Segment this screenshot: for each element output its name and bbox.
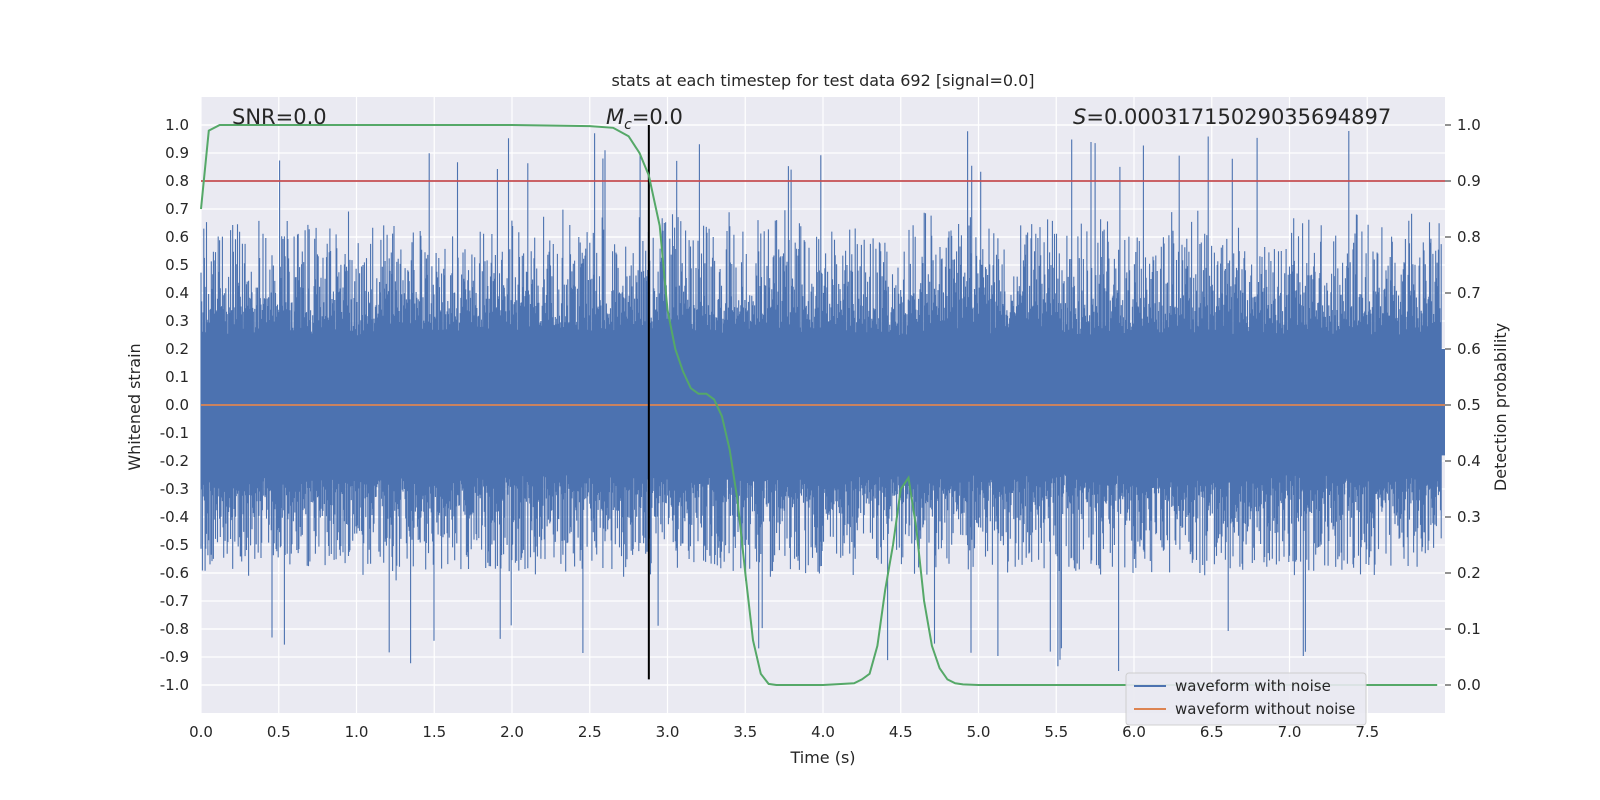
- y-tick-label-right: 0.5: [1457, 396, 1481, 414]
- x-tick-label: 7.0: [1278, 723, 1302, 741]
- x-tick-label: 0.0: [189, 723, 213, 741]
- y-tick-label-left: -0.6: [160, 564, 189, 582]
- x-tick-label: 7.5: [1355, 723, 1379, 741]
- s-stat-symbol: S: [1073, 105, 1086, 129]
- chart-title: stats at each timestep for test data 692…: [611, 71, 1034, 90]
- chirp-mass-value: =0.0: [632, 105, 683, 129]
- y-axis-label-left: Whitened strain: [125, 343, 144, 470]
- x-tick-label: 5.0: [967, 723, 991, 741]
- x-tick-label: 2.0: [500, 723, 524, 741]
- y-tick-label-left: 0.8: [165, 172, 189, 190]
- y-tick-label-left: 0.0: [165, 396, 189, 414]
- series-detection-probability: [200, 124, 1438, 686]
- y-tick-label-left: 0.2: [165, 340, 189, 358]
- y-tick-label-left: -0.1: [160, 424, 189, 442]
- x-tick-label: 5.5: [1044, 723, 1068, 741]
- x-tick-label: 4.5: [889, 723, 913, 741]
- y-tick-label-right: 0.1: [1457, 620, 1481, 638]
- y-tick-label-left: 0.4: [165, 284, 189, 302]
- x-axis-label: Time (s): [789, 748, 855, 767]
- chirp-mass-subscript: c: [624, 117, 632, 133]
- y-tick-label-right: 0.4: [1457, 452, 1481, 470]
- y-tick-label-left: 1.0: [165, 116, 189, 134]
- y-tick-label-left: -0.8: [160, 620, 189, 638]
- x-tick-label: 4.0: [811, 723, 835, 741]
- s-stat-annotation: S=0.00031715029035694897: [1073, 105, 1391, 129]
- y-tick-label-right: 0.8: [1457, 228, 1481, 246]
- y-tick-label-right: 0.3: [1457, 508, 1481, 526]
- y-tick-label-left: -0.2: [160, 452, 189, 470]
- legend-label-with-noise: waveform with noise: [1175, 677, 1331, 695]
- x-tick-label: 3.0: [656, 723, 680, 741]
- x-tick-label: 1.0: [345, 723, 369, 741]
- y-tick-label-left: -0.7: [160, 592, 189, 610]
- y-tick-label-left: -1.0: [160, 676, 189, 694]
- y-tick-label-right: 0.0: [1457, 676, 1481, 694]
- x-tick-label: 6.0: [1122, 723, 1146, 741]
- y-tick-label-right: 1.0: [1457, 116, 1481, 134]
- y-tick-label-left: -0.9: [160, 648, 189, 666]
- legend-box: [1125, 672, 1367, 726]
- y-tick-label-right: 0.9: [1457, 172, 1481, 190]
- y-tick-label-right: 0.7: [1457, 284, 1481, 302]
- chirp-mass-annotation: Mc=0.0: [606, 105, 683, 133]
- y-tick-label-right: 0.6: [1457, 340, 1481, 358]
- y-tick-label-right: 0.2: [1457, 564, 1481, 582]
- y-tick-label-left: 0.9: [165, 144, 189, 162]
- chirp-mass-symbol: M: [606, 105, 624, 129]
- y-tick-label-left: 0.6: [165, 228, 189, 246]
- y-tick-label-left: 0.7: [165, 200, 189, 218]
- y-tick-label-left: 0.1: [165, 368, 189, 386]
- legend-label-without-noise: waveform without noise: [1175, 700, 1355, 718]
- x-tick-label: 6.5: [1200, 723, 1224, 741]
- x-tick-label: 1.5: [422, 723, 446, 741]
- x-tick-label: 2.5: [578, 723, 602, 741]
- snr-annotation: SNR=0.0: [232, 105, 327, 129]
- y-axis-label-right: Detection probability: [1491, 323, 1510, 491]
- y-tick-label-left: 0.3: [165, 312, 189, 330]
- y-tick-label-left: 0.5: [165, 256, 189, 274]
- s-stat-value: =0.00031715029035694897: [1086, 105, 1391, 129]
- y-tick-label-left: -0.5: [160, 536, 189, 554]
- legend: waveform with noise waveform without noi…: [1125, 672, 1367, 726]
- x-tick-label: 3.5: [733, 723, 757, 741]
- waveform-with-noise-core: [201, 349, 1445, 456]
- y-tick-label-left: -0.3: [160, 480, 189, 498]
- y-tick-label-left: -0.4: [160, 508, 189, 526]
- x-tick-label: 0.5: [267, 723, 291, 741]
